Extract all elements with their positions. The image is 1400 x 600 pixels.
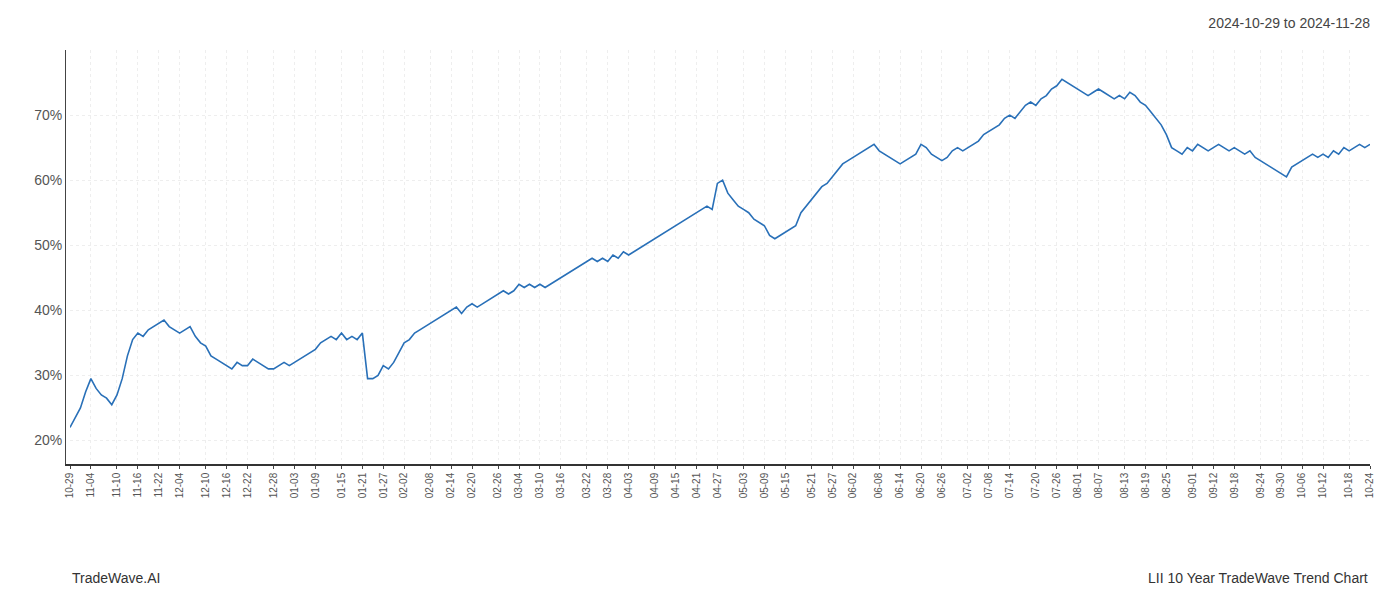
svg-text:50%: 50% bbox=[34, 237, 62, 253]
svg-text:11-16: 11-16 bbox=[132, 472, 143, 497]
svg-text:04-21: 04-21 bbox=[691, 472, 702, 498]
svg-text:09-30: 09-30 bbox=[1275, 472, 1286, 498]
svg-text:07-14: 07-14 bbox=[1004, 472, 1015, 498]
svg-text:08-25: 08-25 bbox=[1161, 472, 1172, 498]
svg-text:08-01: 08-01 bbox=[1072, 472, 1083, 498]
svg-text:20%: 20% bbox=[34, 432, 62, 448]
svg-text:05-09: 05-09 bbox=[759, 472, 770, 498]
svg-text:05-21: 05-21 bbox=[806, 472, 817, 498]
svg-text:12-16: 12-16 bbox=[221, 472, 232, 498]
svg-text:10-12: 10-12 bbox=[1317, 472, 1328, 498]
svg-text:06-02: 06-02 bbox=[847, 472, 858, 498]
svg-text:11-22: 11-22 bbox=[153, 472, 164, 497]
svg-text:09-12: 09-12 bbox=[1208, 472, 1219, 498]
svg-text:08-07: 08-07 bbox=[1093, 472, 1104, 498]
svg-text:70%: 70% bbox=[34, 107, 62, 123]
svg-text:05-03: 05-03 bbox=[738, 472, 749, 498]
svg-text:01-09: 01-09 bbox=[310, 472, 321, 498]
svg-text:12-04: 12-04 bbox=[174, 472, 185, 498]
svg-text:11-10: 11-10 bbox=[111, 472, 122, 497]
svg-text:07-02: 07-02 bbox=[962, 472, 973, 498]
svg-text:02-26: 02-26 bbox=[492, 472, 503, 498]
svg-text:12-22: 12-22 bbox=[242, 472, 253, 498]
svg-text:09-18: 09-18 bbox=[1229, 472, 1240, 498]
svg-text:30%: 30% bbox=[34, 367, 62, 383]
svg-text:06-26: 06-26 bbox=[936, 472, 947, 498]
svg-text:02-02: 02-02 bbox=[398, 472, 409, 498]
svg-text:06-08: 06-08 bbox=[873, 472, 884, 498]
svg-text:07-08: 07-08 bbox=[983, 472, 994, 498]
svg-text:05-27: 05-27 bbox=[827, 472, 838, 498]
svg-text:12-28: 12-28 bbox=[268, 472, 279, 498]
svg-text:01-15: 01-15 bbox=[336, 472, 347, 498]
svg-text:02-14: 02-14 bbox=[445, 472, 456, 498]
svg-text:04-03: 04-03 bbox=[623, 472, 634, 498]
svg-text:01-03: 01-03 bbox=[289, 472, 300, 498]
svg-text:07-26: 07-26 bbox=[1051, 472, 1062, 498]
svg-text:08-13: 08-13 bbox=[1119, 472, 1130, 498]
svg-text:06-20: 06-20 bbox=[915, 472, 926, 498]
svg-text:03-10: 03-10 bbox=[534, 472, 545, 498]
svg-text:09-01: 09-01 bbox=[1187, 472, 1198, 498]
svg-text:08-19: 08-19 bbox=[1140, 472, 1151, 498]
svg-text:03-22: 03-22 bbox=[581, 472, 592, 498]
svg-text:10-29: 10-29 bbox=[64, 472, 75, 498]
svg-text:11-04: 11-04 bbox=[85, 472, 96, 497]
svg-text:LII 10 Year TradeWave Trend Ch: LII 10 Year TradeWave Trend Chart bbox=[1148, 570, 1368, 586]
svg-text:03-04: 03-04 bbox=[513, 472, 524, 498]
svg-text:01-21: 01-21 bbox=[357, 472, 368, 498]
svg-text:07-20: 07-20 bbox=[1030, 472, 1041, 498]
svg-text:60%: 60% bbox=[34, 172, 62, 188]
svg-text:03-28: 03-28 bbox=[602, 472, 613, 498]
svg-text:05-15: 05-15 bbox=[780, 472, 791, 498]
svg-text:2024-10-29 to 2024-11-28: 2024-10-29 to 2024-11-28 bbox=[1208, 15, 1370, 31]
svg-text:02-20: 02-20 bbox=[466, 472, 477, 498]
svg-text:10-06: 10-06 bbox=[1296, 472, 1307, 498]
svg-text:02-08: 02-08 bbox=[424, 472, 435, 498]
svg-text:04-27: 04-27 bbox=[712, 472, 723, 498]
svg-text:40%: 40% bbox=[34, 302, 62, 318]
svg-text:09-24: 09-24 bbox=[1255, 472, 1266, 498]
svg-text:10-18: 10-18 bbox=[1343, 472, 1354, 498]
svg-text:03-16: 03-16 bbox=[555, 472, 566, 498]
svg-text:04-09: 04-09 bbox=[649, 472, 660, 498]
svg-text:12-10: 12-10 bbox=[200, 472, 211, 498]
svg-text:01-27: 01-27 bbox=[378, 472, 389, 498]
svg-text:06-14: 06-14 bbox=[894, 472, 905, 498]
svg-text:04-15: 04-15 bbox=[670, 472, 681, 498]
svg-text:10-24: 10-24 bbox=[1364, 472, 1375, 498]
svg-text:TradeWave.AI: TradeWave.AI bbox=[72, 570, 160, 586]
